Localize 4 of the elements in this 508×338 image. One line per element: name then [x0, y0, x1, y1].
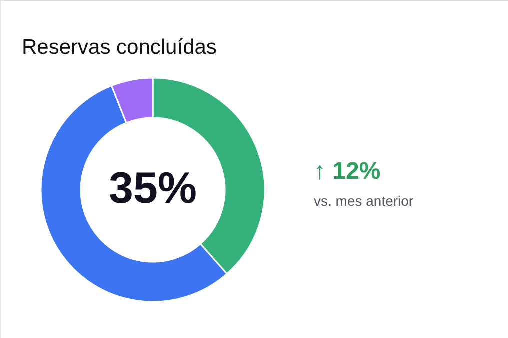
text: ↑ 12% — [314, 158, 381, 185]
text: 35% — [108, 164, 198, 213]
text: vs. mes anterior — [314, 193, 414, 209]
chart-title: Reservas concluídas — [22, 36, 217, 59]
